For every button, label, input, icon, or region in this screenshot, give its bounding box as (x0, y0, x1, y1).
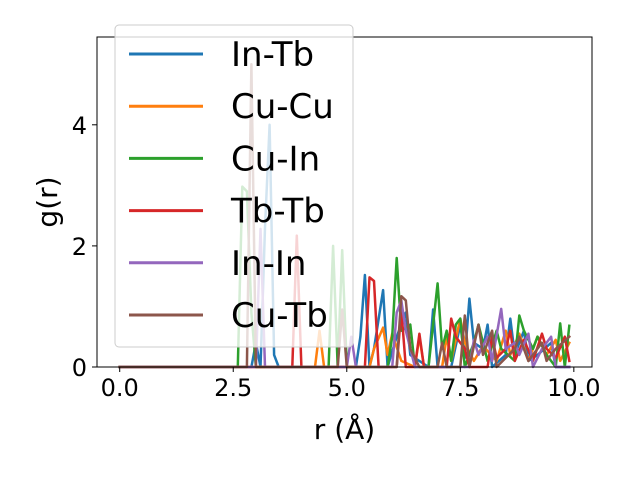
y-tick-label: 2 (72, 233, 87, 261)
legend: In-Tb Cu-Cu Cu-In Tb-Tb In-In Cu-Tb (114, 24, 354, 348)
x-tick-label: 5.0 (328, 374, 366, 402)
legend-label-in-in: In-In (231, 244, 306, 284)
x-tick-label: 0.0 (101, 374, 139, 402)
y-tick-label: 4 (72, 112, 87, 140)
legend-label-in-tb: In-Tb (231, 35, 314, 75)
legend-label-cu-tb: Cu-Tb (231, 296, 328, 336)
legend-label-cu-cu: Cu-Cu (231, 87, 334, 127)
y-axis-label: g(r) (31, 176, 64, 227)
x-tick-label: 2.5 (214, 374, 252, 402)
legend-label-tb-tb: Tb-Tb (230, 192, 325, 232)
y-tick-label: 0 (72, 354, 87, 382)
x-tick-label: 10.0 (547, 374, 600, 402)
x-tick-label: 7.5 (441, 374, 479, 402)
legend-label-cu-in: Cu-In (231, 139, 320, 179)
x-axis-label: r (Å) (314, 412, 375, 446)
ticks-layer: 0.0 2.5 5.0 7.5 10.0 0 2 4 (72, 112, 601, 402)
